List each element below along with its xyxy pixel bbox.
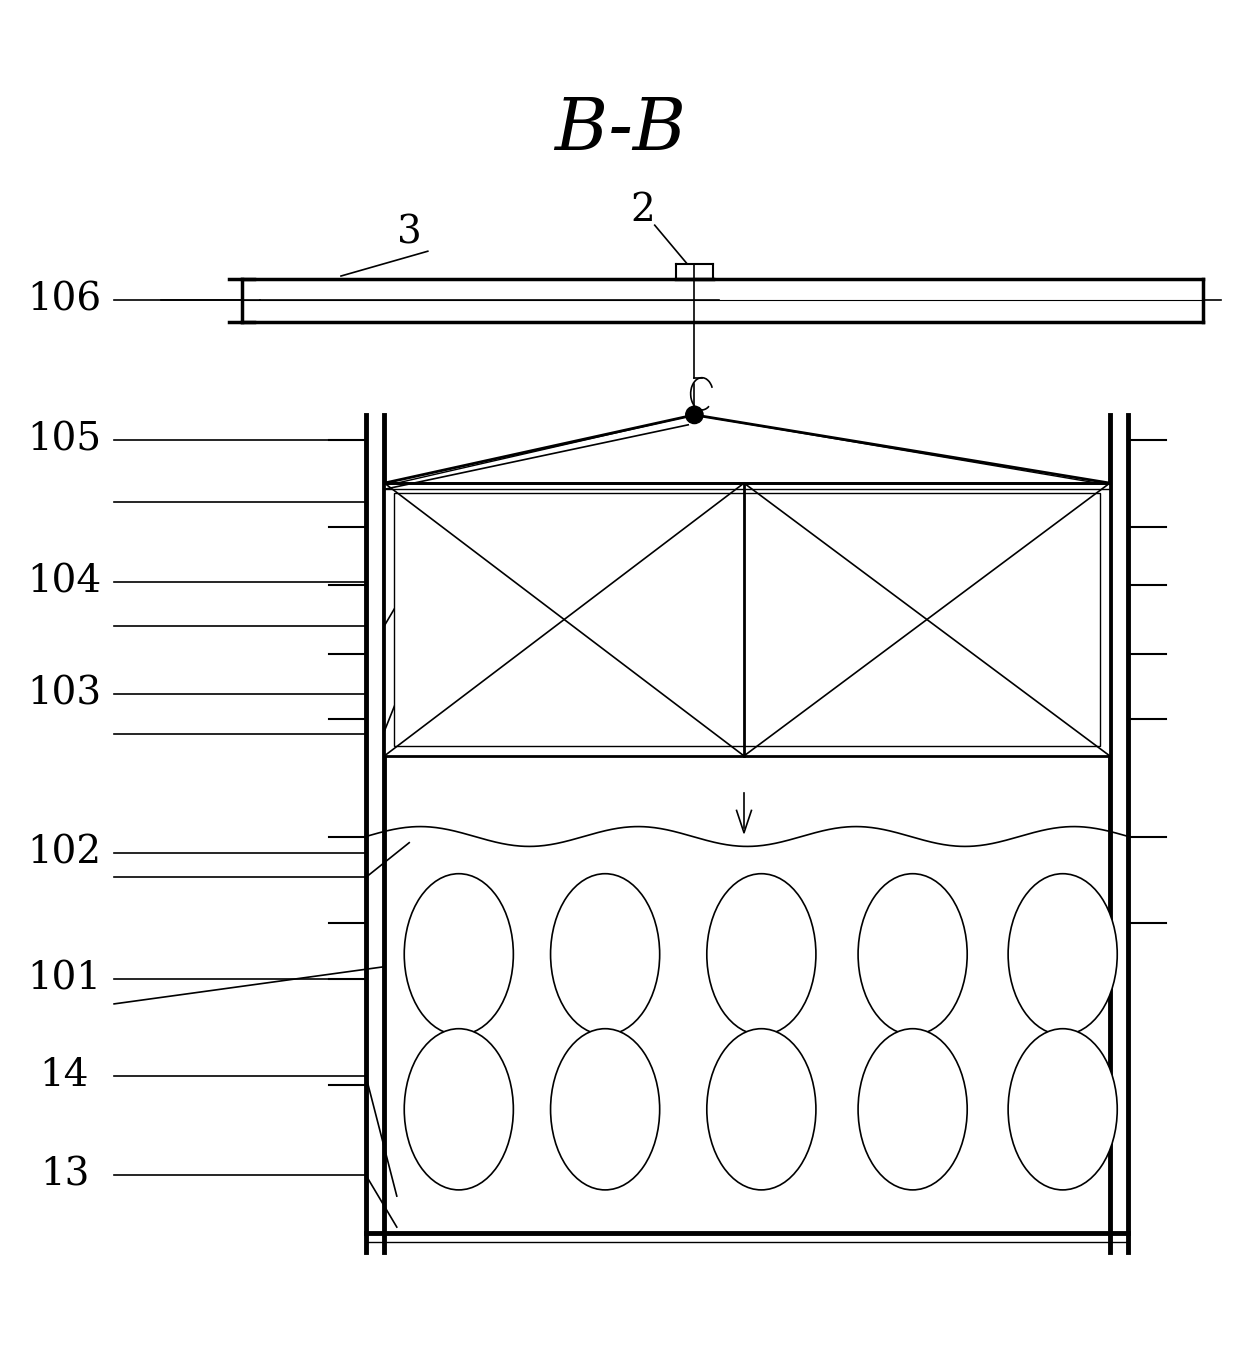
Ellipse shape: [707, 874, 816, 1035]
Bar: [384, 483, 1110, 756]
Text: 3: 3: [397, 214, 422, 251]
Ellipse shape: [858, 874, 967, 1035]
Ellipse shape: [404, 874, 513, 1035]
Text: 105: 105: [27, 421, 102, 458]
Text: 106: 106: [27, 281, 102, 318]
Ellipse shape: [858, 1029, 967, 1190]
Ellipse shape: [404, 1029, 513, 1190]
Text: 103: 103: [27, 676, 102, 713]
Bar: [394, 493, 1100, 746]
Text: 14: 14: [40, 1058, 89, 1094]
Ellipse shape: [1008, 874, 1117, 1035]
Text: 102: 102: [27, 834, 102, 871]
Circle shape: [686, 406, 703, 424]
Text: 2: 2: [630, 192, 655, 229]
Ellipse shape: [1008, 1029, 1117, 1190]
Text: B-B: B-B: [554, 94, 686, 165]
Ellipse shape: [551, 1029, 660, 1190]
Text: 104: 104: [27, 564, 102, 601]
Text: 13: 13: [40, 1157, 89, 1194]
Ellipse shape: [707, 1029, 816, 1190]
Text: 101: 101: [27, 961, 102, 998]
Ellipse shape: [551, 874, 660, 1035]
